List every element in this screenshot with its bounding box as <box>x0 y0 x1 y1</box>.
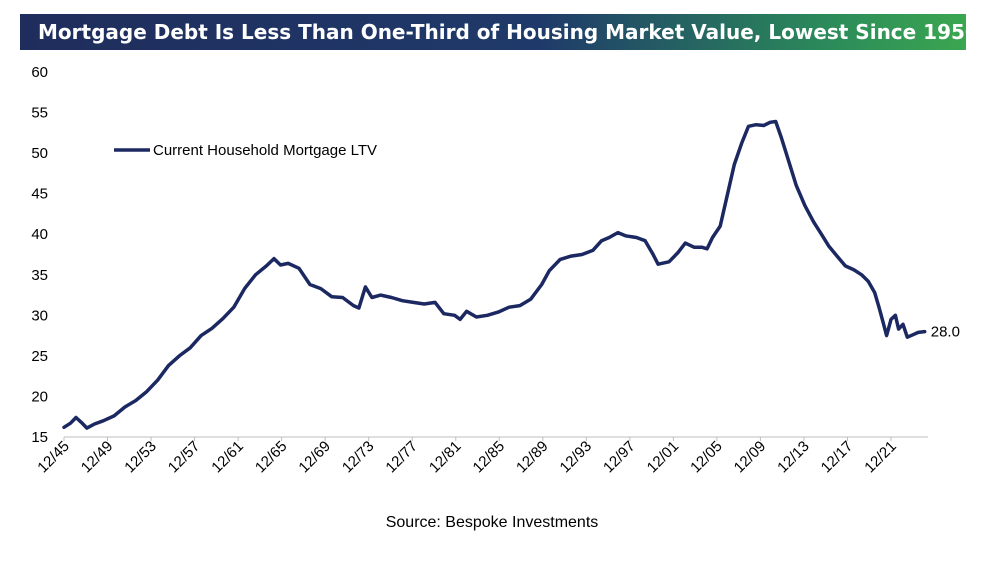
x-tick-label: 12/13 <box>774 438 813 477</box>
y-tick-label: 45 <box>31 186 48 203</box>
source-note: Source: Bespoke Investments <box>385 514 599 531</box>
x-tick-label: 12/17 <box>818 438 857 477</box>
y-tick-label: 40 <box>31 226 48 243</box>
x-tick-label: 12/53 <box>121 438 160 477</box>
legend: Current Household Mortgage LTV <box>114 142 377 159</box>
y-tick-label: 30 <box>31 307 48 324</box>
x-tick-label: 12/61 <box>208 438 247 477</box>
y-tick-label: 60 <box>31 64 48 81</box>
y-tick-label: 50 <box>31 145 48 162</box>
y-tick-label: 25 <box>31 348 48 365</box>
x-tick-label: 12/09 <box>731 438 770 477</box>
x-tick-label: 12/85 <box>470 438 509 477</box>
x-tick-label: 12/21 <box>861 438 900 477</box>
chart-title: Mortgage Debt Is Less Than One-Third of … <box>38 20 984 44</box>
x-tick-label: 12/01 <box>644 438 683 477</box>
x-tick-label: 12/81 <box>426 438 465 477</box>
x-tick-label: 12/57 <box>165 438 204 477</box>
chart-title-banner: Mortgage Debt Is Less Than One-Third of … <box>20 14 984 50</box>
x-tick-label: 12/73 <box>339 438 378 477</box>
x-tick-label: 12/65 <box>252 438 291 477</box>
x-tick-label: 12/93 <box>557 438 596 477</box>
x-tick-label: 12/05 <box>687 438 726 477</box>
last-value-label: 28.0 <box>931 324 960 341</box>
x-tick-label: 12/69 <box>295 438 334 477</box>
y-axis: 15 20 25 30 35 40 45 50 55 60 <box>31 64 48 446</box>
x-tick-label: 12/89 <box>513 438 552 477</box>
y-tick-label: 55 <box>31 105 48 122</box>
x-tick-label: 12/77 <box>382 438 421 477</box>
y-tick-label: 15 <box>31 429 48 446</box>
x-tick-label: 12/97 <box>600 438 639 477</box>
plot-area: 28.0 <box>62 119 960 430</box>
y-tick-label: 20 <box>31 388 48 405</box>
legend-label: Current Household Mortgage LTV <box>153 142 377 159</box>
y-tick-label: 35 <box>31 267 48 284</box>
x-tick-label: 12/49 <box>78 438 117 477</box>
series-line-mortgage-ltv <box>62 119 927 430</box>
x-axis: 12/45 12/49 12/53 12/57 12/61 12/65 12/69 12/73… <box>34 436 928 477</box>
